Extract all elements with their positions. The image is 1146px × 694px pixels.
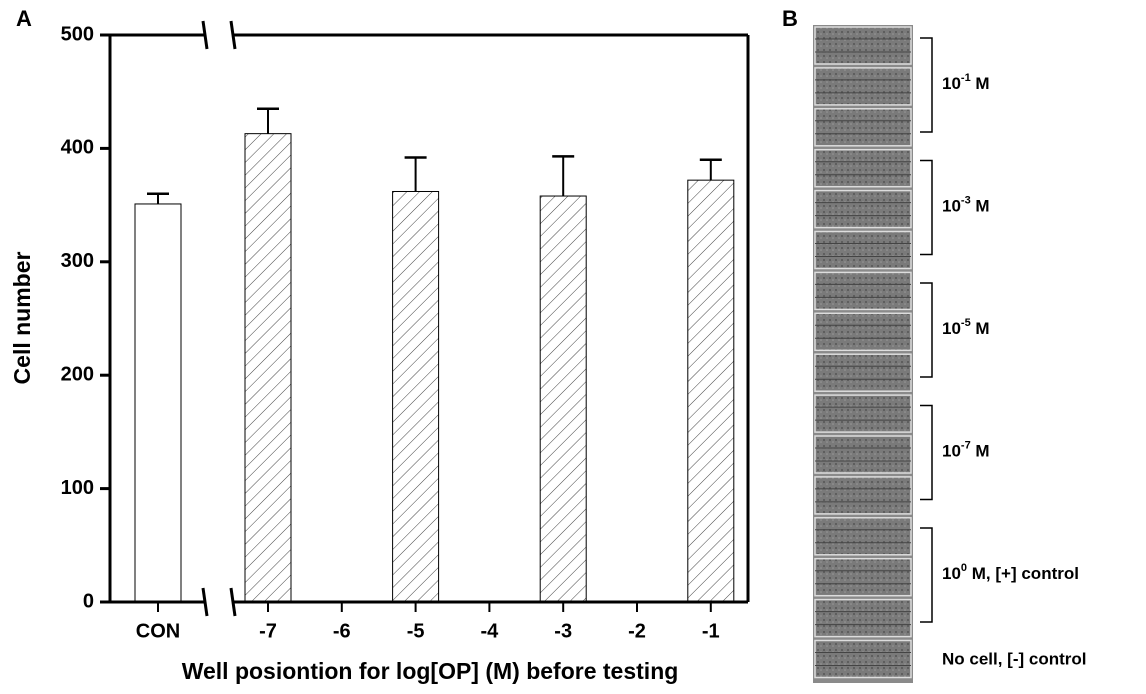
label-base: 10 [942,197,961,216]
error-bar [257,107,279,134]
label-exponent: -3 [961,194,971,206]
error-bar [147,192,169,204]
x-tick-label: -1 [702,620,720,642]
x-tick-label: CON [136,620,180,642]
axis-break [201,587,209,617]
y-tick-label: 400 [61,137,94,159]
well [814,312,912,352]
concentration-label: 10-1 M [942,72,990,94]
well [814,26,912,65]
error-bar [552,155,575,197]
label-exponent: -7 [961,439,971,451]
x-tick-label: -5 [407,620,425,642]
bar [687,179,735,603]
x-tick-label: -6 [333,620,351,642]
bracket [920,159,933,256]
well [814,108,912,147]
label-base: 10 [942,564,961,583]
label-base: 10 [942,74,961,93]
label-exponent: -1 [961,72,971,84]
well [814,557,912,597]
well [814,189,912,229]
well [814,639,912,679]
concentration-label: 10-5 M [942,317,990,339]
bar [244,133,292,603]
panel-label: B [782,6,798,31]
x-axis-label: Well posiontion for log[OP] (M) before t… [182,658,679,684]
label-suffix: M [971,74,990,93]
well [814,435,912,474]
label-exponent: -5 [961,317,971,329]
well [814,67,912,106]
x-tick-label: -3 [554,620,572,642]
axis-break [201,20,209,50]
label-suffix: M [971,319,990,338]
bracket [920,282,933,378]
well [814,353,912,392]
y-tick-label: 200 [61,363,94,385]
well [814,271,912,311]
well [814,394,912,433]
well [814,148,912,188]
bracket [920,527,933,623]
x-tick-label: -4 [481,620,500,642]
error-bar [699,158,722,181]
y-tick-label: 100 [61,477,94,499]
concentration-label: 10-3 M [942,194,990,216]
x-tick-label: -7 [259,620,277,642]
label-suffix: M [971,197,990,216]
label-base: 10 [942,319,961,338]
y-axis-label: Cell number [9,251,35,384]
concentration-label: 100 M, [+] control [942,562,1079,584]
well [814,476,912,515]
axis-break [229,587,237,617]
well [814,517,912,556]
label-base: 10 [942,442,961,461]
error-bar [404,156,427,192]
well [814,230,912,270]
bar [539,195,587,603]
bar [392,190,440,603]
y-tick-label: 0 [83,590,94,612]
panel-label: A [16,6,32,31]
label-suffix: M, [+] control [967,564,1079,583]
label-exponent: 0 [961,562,967,574]
concentration-label: 10-7 M [942,439,990,461]
axis-break [229,20,237,50]
negative-control-label: No cell, [-] control [942,649,1087,668]
well [814,598,912,638]
y-tick-label: 300 [61,250,94,272]
bar [134,203,182,603]
bracket [920,404,933,501]
label-suffix: M [971,442,990,461]
bracket [920,37,933,133]
y-tick-label: 500 [61,23,94,45]
x-tick-label: -2 [628,620,646,642]
